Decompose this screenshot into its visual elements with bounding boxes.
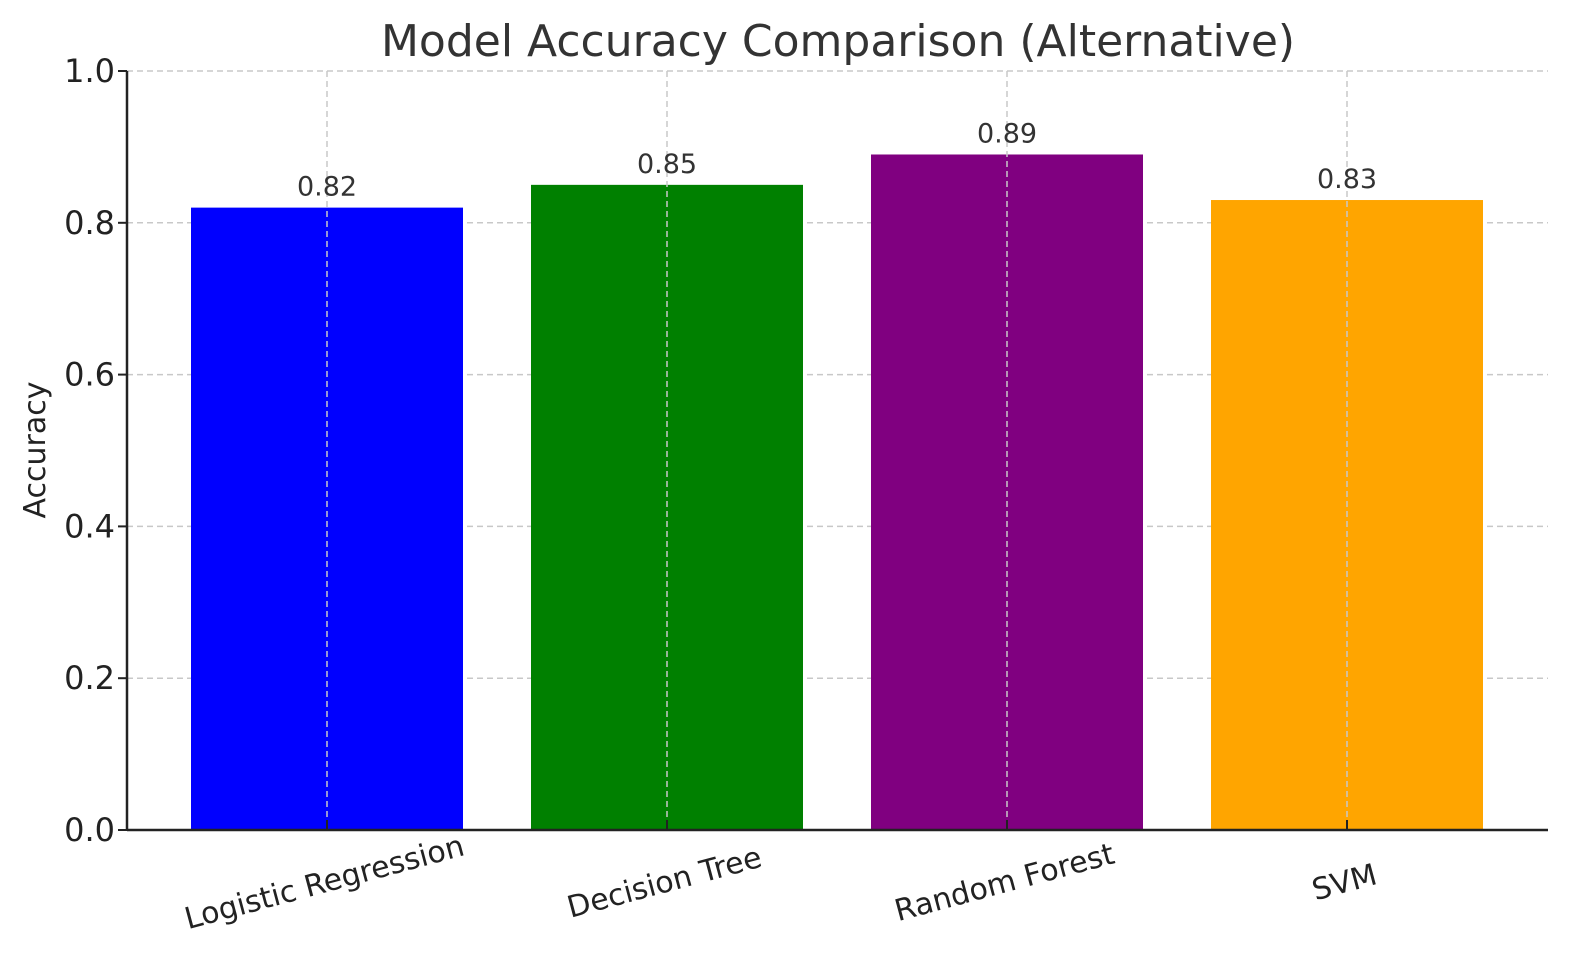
x-tick-label: Decision Tree: [564, 840, 766, 926]
y-axis-title: Accuracy: [18, 382, 53, 519]
x-tick-label: Random Forest: [891, 837, 1118, 929]
y-tick-label: 0.4: [64, 507, 115, 545]
y-tick-label: 1.0: [64, 52, 115, 90]
y-tick-label: 0.2: [64, 659, 115, 697]
chart-title: Model Accuracy Comparison (Alternative): [381, 16, 1295, 67]
y-ticks: 0.0 0.2 0.4 0.6 0.8 1.0: [64, 52, 127, 849]
x-ticks: Logistic Regression Decision Tree Random F…: [181, 820, 1381, 937]
data-label: 0.82: [297, 172, 357, 203]
data-label: 0.89: [977, 118, 1037, 149]
x-tick-label: SVM: [1308, 857, 1380, 908]
data-labels: 0.82 0.85 0.89 0.83: [297, 118, 1377, 202]
y-tick-label: 0.6: [64, 356, 115, 394]
data-label: 0.85: [637, 149, 697, 180]
bars-layer: [191, 71, 1483, 831]
axes-layer: [125, 71, 1548, 832]
data-label: 0.83: [1317, 164, 1377, 195]
y-tick-label: 0.8: [64, 204, 115, 242]
x-tick-label: Logistic Regression: [181, 829, 468, 937]
y-tick-label: 0.0: [64, 811, 115, 849]
